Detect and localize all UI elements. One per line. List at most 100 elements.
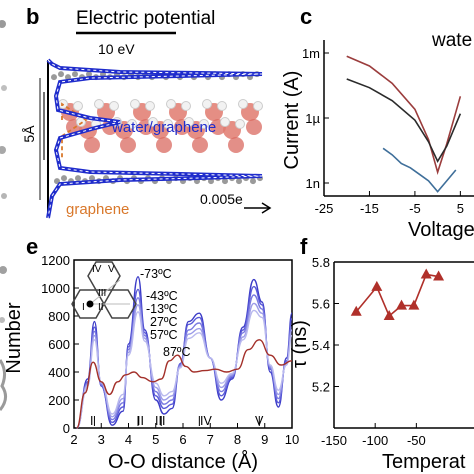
panel-e-xtick-label: 4	[125, 432, 132, 447]
potential-profile-dashed	[47, 59, 263, 219]
panel-f-data-point	[383, 309, 395, 320]
panel-c-xlabel: Voltage	[408, 219, 474, 241]
electric-potential-title: Electric potential	[76, 8, 215, 29]
inset-label-i: I	[82, 302, 85, 313]
panel-e-xtick-label: 9	[261, 432, 268, 447]
panel-e-series-1	[76, 285, 293, 429]
panel-e-ytick-label: 1200	[41, 253, 70, 268]
panel-e-series-3	[76, 302, 293, 429]
panel-c-series-line	[346, 55, 462, 175]
panel-e-series-hot	[76, 339, 293, 429]
water-hydrogen-atom	[109, 101, 119, 111]
water-oxygen-atom	[120, 137, 136, 153]
panel-f-xtick-label: -100	[362, 433, 388, 448]
water-hydrogen-atom	[220, 117, 230, 127]
panel-c-ytick-label: 1µ	[305, 111, 320, 126]
inset-label-iii: III	[98, 288, 106, 299]
water-hydrogen-atom	[202, 99, 212, 109]
graphene-atom	[51, 74, 57, 81]
panel-f-ytick-label: 5.6	[312, 297, 330, 312]
panel-f-ytick-label: 5.2	[312, 380, 330, 395]
panel-e-series	[76, 276, 293, 429]
panel-c-xtick-label: 5	[457, 201, 464, 216]
panel-e-xlabel: O-O distance (Å)	[108, 450, 258, 473]
panel-c-axes: -25 -15 -5 5 1m 1µ 1n	[302, 40, 474, 216]
graphene-atom	[89, 175, 95, 182]
panel-e-ytick-label: 600	[48, 337, 70, 352]
panel-f-xlabel: Temperat	[382, 451, 466, 473]
panel-f-data-point	[371, 280, 383, 291]
panel-f-data-point	[408, 299, 420, 310]
panel-f-axes: -150 -100 -50 5.2 5.4 5.6 5.8	[312, 255, 474, 448]
water-hydrogen-atom	[145, 101, 155, 111]
graphene-label: graphene	[66, 201, 129, 218]
panel-f-ytick-label: 5.4	[312, 338, 330, 353]
panel-e-series-4	[76, 309, 293, 429]
temp-label-27: 27ºC	[150, 315, 178, 329]
panel-e-xtick-label: 3	[98, 432, 105, 447]
density-scalebar-arrow	[261, 202, 272, 214]
water-oxygen-atom	[156, 137, 172, 153]
peak-label-v: V	[255, 414, 264, 428]
origin-molecule-dot	[86, 300, 94, 308]
water-hydrogen-atom	[148, 117, 158, 127]
graphene-atom	[65, 74, 71, 81]
panel-f-data-point	[433, 270, 445, 281]
panel-e-xtick-label: 2	[70, 432, 77, 447]
density-scale-label: 0.005e	[200, 191, 243, 207]
panel-f-data-point	[396, 299, 408, 310]
panel-e-xtick-label: 8	[234, 432, 241, 447]
panel-c-xtick-label: -25	[315, 201, 334, 216]
panel-c-ylabel: Current (A)	[281, 71, 303, 170]
panel-a-remnant	[0, 20, 7, 411]
panel-f-data-point	[350, 305, 362, 316]
water-hydrogen-atom	[166, 99, 176, 109]
temp-label-minus13: -13ºC	[146, 302, 178, 316]
water-hydrogen-atom	[184, 117, 194, 127]
water-oxygen-atom	[228, 137, 244, 153]
panel-e-ytick-label: 200	[48, 393, 70, 408]
panel-e-ytick-label: 800	[48, 309, 70, 324]
panel-c-series-line	[346, 78, 462, 164]
panel-c-label: c	[300, 4, 312, 29]
panel-c-xtick-label: -15	[360, 201, 379, 216]
panel-c-ytick-label: 1m	[302, 46, 320, 61]
panel-f-series	[350, 268, 445, 320]
graphene-atom	[236, 178, 242, 185]
panel-e-xtick-label: 7	[207, 432, 214, 447]
panel-e-axes: 2 3 4 5 6 7 8 9 10 0 200 400 600 800 1000 1200	[41, 253, 299, 447]
water-hydrogen-atom	[253, 101, 263, 111]
inset-label-v: V	[108, 264, 115, 275]
water-hydrogen-atom	[199, 119, 209, 129]
graphene-atom	[72, 71, 78, 78]
peak-label-i: I	[90, 414, 93, 428]
graphene-atom	[75, 175, 81, 182]
graphene-atom	[250, 178, 256, 185]
temp-label-57: 57ºC	[150, 328, 178, 342]
graphene-atom	[222, 178, 228, 185]
graphene-atom	[61, 175, 67, 182]
peak-label-ii: II	[137, 414, 144, 428]
panel-e-ylabel: Number	[3, 302, 25, 373]
inset-label-ii: II	[98, 302, 104, 313]
water-molecules	[58, 99, 263, 153]
panel-c-legend-text: wate	[431, 30, 472, 51]
panel-c-xtick-label: -5	[409, 201, 421, 216]
graphene-atom	[54, 178, 60, 185]
panel-e-ytick-label: 400	[48, 365, 70, 380]
panel-e-xtick-label: 6	[179, 432, 186, 447]
water-hydrogen-atom	[217, 101, 227, 111]
water-hydrogen-atom	[73, 101, 83, 111]
graphene-atom	[86, 71, 92, 78]
panel-c-series	[346, 55, 462, 193]
panel-b: b Electric potential 10 eV 5Å water/grap…	[21, 4, 272, 219]
panel-c-series-line	[382, 147, 457, 193]
length-label: 5Å	[21, 125, 37, 143]
panel-b-label: b	[26, 4, 39, 29]
graphene-atom	[58, 71, 64, 78]
inset-label-iv: IV	[92, 264, 102, 275]
temp-label-87: 87ºC	[163, 345, 191, 359]
panel-e-ytick-label: 0	[63, 421, 70, 436]
panel-e-ytick-label: 1000	[41, 281, 70, 296]
